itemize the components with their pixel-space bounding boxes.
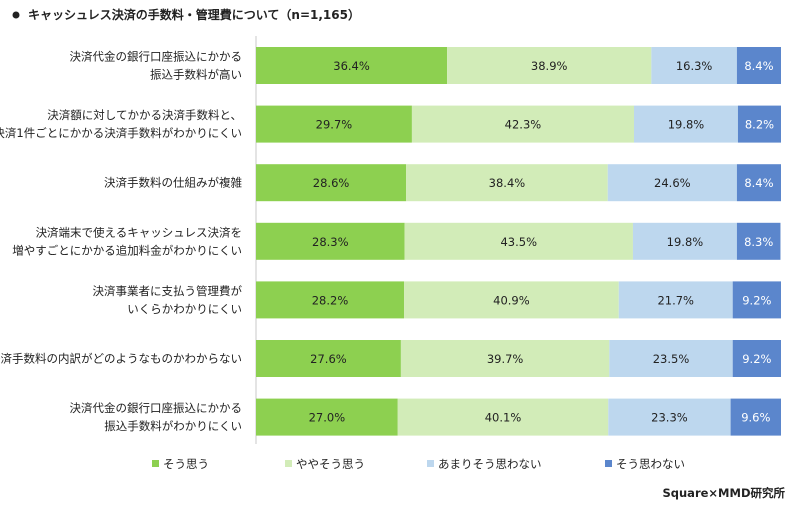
bar-segment (736, 222, 781, 260)
bar-segment (609, 340, 733, 377)
data-label: 29.7% (316, 118, 353, 132)
category-label: 決済端末で使えるキャッシュレス決済を増やすごとにかかる追加料金がわかりにくい (12, 225, 242, 257)
legend-swatch (152, 460, 159, 467)
data-label: 38.4% (489, 176, 526, 190)
legend-label: そう思う (163, 457, 209, 471)
data-label: 9.2% (742, 293, 771, 307)
legend-swatch (285, 460, 292, 467)
category-label: 決済代金の銀行口座振込にかかる振込手数料がわかりにくい (70, 401, 243, 433)
bar-segment (732, 281, 781, 319)
category-label-line: 決済手数料の仕組みが複雑 (104, 176, 242, 190)
legend-label: ややそう思う (296, 457, 365, 471)
category-label: 決済額に対してかかる決済手数料と、決済1件ごとにかかる決済手数料がわかりにくい (0, 108, 242, 140)
category-label-line: 振込手数料がわかりにくい (104, 419, 242, 433)
bar-segment (618, 281, 733, 319)
legend: そう思う ややそう思う あまりそう思わない そう思わない (152, 457, 685, 471)
bar-segment (608, 398, 731, 436)
bar-segment (404, 281, 619, 319)
category-label-line: 増やすごとにかかる追加料金がわかりにくい (12, 243, 242, 257)
bar-segment (632, 222, 737, 260)
bar-segment (737, 105, 781, 143)
data-label: 40.9% (493, 293, 530, 307)
category-label-line: 決済代金の銀行口座振込にかかる (70, 50, 243, 64)
bar-segment (256, 281, 405, 319)
data-label: 23.5% (653, 352, 690, 366)
chart-title: キャッシュレス決済の手数料・管理費について（n=1,165） (28, 7, 360, 22)
data-label: 19.8% (668, 118, 705, 132)
data-label: 8.4% (744, 59, 773, 73)
data-label: 28.2% (312, 293, 349, 307)
data-label: 8.3% (744, 235, 773, 249)
legend-label: そう思わない (616, 457, 685, 471)
bar-segment (256, 164, 407, 202)
data-label: 28.3% (312, 235, 349, 249)
bar-segment (397, 398, 609, 436)
bar-segment (406, 164, 608, 202)
data-label: 16.3% (676, 59, 713, 73)
bar-segment (256, 222, 405, 260)
data-label: 38.9% (531, 59, 568, 73)
data-label: 8.2% (745, 118, 774, 132)
category-label: 決済事業者に支払う管理費がいくらかわかりにくい (93, 284, 243, 316)
category-label-line: 決済代金の銀行口座振込にかかる (70, 401, 243, 415)
bar-segment (447, 47, 652, 84)
data-label: 24.6% (654, 176, 691, 190)
bar-segment (651, 47, 737, 84)
data-label: 43.5% (500, 235, 537, 249)
category-label-line: 決済手数料の内訳がどのようなものかわからない (0, 352, 242, 366)
category-label-line: 決済額に対してかかる決済手数料と、 (47, 108, 242, 122)
data-label: 40.1% (485, 411, 522, 425)
bar-segment (634, 105, 738, 143)
bar-segment (256, 398, 398, 436)
data-label: 23.3% (651, 411, 688, 425)
data-label: 9.2% (742, 352, 771, 366)
data-label: 19.8% (667, 235, 704, 249)
title-bullet-icon (12, 11, 20, 19)
data-label: 21.7% (657, 293, 694, 307)
category-labels: 決済代金の銀行口座振込にかかる振込手数料が高い決済額に対してかかる決済手数料と、… (0, 50, 242, 434)
data-label: 39.7% (487, 352, 524, 366)
bar-segment (404, 222, 633, 260)
category-label-line: 決済事業者に支払う管理費が (93, 284, 243, 298)
data-label: 36.4% (333, 59, 370, 73)
category-label: 決済手数料の内訳がどのようなものかわからない (0, 352, 242, 366)
legend-swatch (427, 460, 434, 467)
category-label-line: いくらかわかりにくい (127, 302, 242, 316)
category-label: 決済手数料の仕組みが複雑 (104, 176, 242, 190)
legend-label: あまりそう思わない (438, 457, 542, 471)
source-credit: Square×MMD研究所 (662, 486, 785, 500)
bar-segment (607, 164, 737, 202)
data-label: 27.6% (310, 352, 347, 366)
category-label-line: 振込手数料が高い (150, 68, 242, 82)
data-label: 8.4% (744, 176, 773, 190)
bar-segments: 36.4% 38.9% 16.3% 8.4% 29.7% 42.3% 19.8% 8.2% 28… (256, 47, 781, 436)
category-label-line: 決済端末で使えるキャッシュレス決済を (36, 225, 242, 239)
bar-segment (400, 340, 610, 377)
bar-segment (736, 164, 781, 202)
bar-segment (256, 105, 412, 143)
category-label-line: 決済1件ごとにかかる決済手数料がわかりにくい (0, 126, 242, 140)
bar-segment (256, 340, 401, 377)
data-label: 9.6% (741, 411, 770, 425)
bar-segment (256, 47, 448, 84)
bar-segment (736, 47, 781, 84)
data-label: 27.0% (309, 411, 346, 425)
bar-segment (730, 398, 781, 436)
legend-swatch (605, 460, 612, 467)
bar-segment (732, 340, 781, 377)
data-label: 42.3% (505, 118, 542, 132)
category-label: 決済代金の銀行口座振込にかかる振込手数料が高い (70, 50, 243, 82)
bar-segment (411, 105, 634, 143)
data-label: 28.6% (313, 176, 350, 190)
